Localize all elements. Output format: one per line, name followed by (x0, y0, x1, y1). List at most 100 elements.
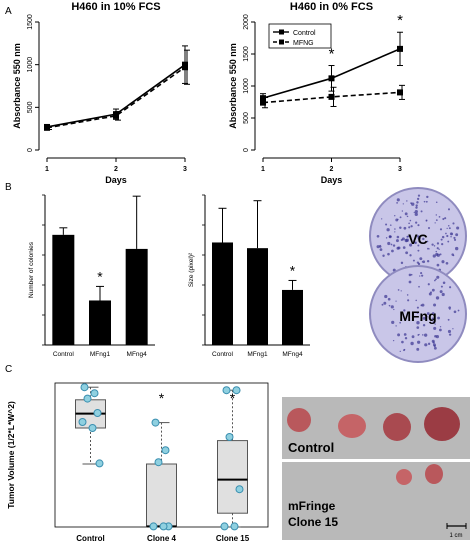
colony-dot (434, 323, 436, 325)
significance-marker: * (290, 262, 296, 278)
colony-dot (396, 246, 400, 250)
colony-dot (433, 321, 436, 324)
colony-dot (387, 297, 391, 301)
colony-dot (452, 254, 455, 257)
colony-dot (408, 226, 411, 229)
colony-dot (442, 281, 446, 284)
colony-dot (376, 234, 380, 238)
colony-dot (395, 239, 399, 243)
panel-letter-a: A (5, 6, 12, 17)
colony-dot (404, 336, 408, 340)
colony-dot (390, 305, 394, 309)
colony-dot (396, 202, 398, 204)
panel-letter-c: C (5, 364, 12, 375)
x-tick-label: 3 (183, 166, 187, 173)
tumor-photo-control: Control (282, 397, 470, 459)
chart-bar-colony-count: Number of colonies Control MFng1 * MFng4 (28, 194, 155, 358)
colony-dot (415, 221, 418, 224)
chart-box-tumor-volume: Tumor Volume (1/2*L*W^2) Control Clone 4 * C… (6, 382, 269, 543)
colony-dot (426, 260, 430, 263)
colony-dot (396, 198, 400, 202)
data-point (83, 394, 92, 403)
data-point (78, 418, 87, 426)
colony-dot (391, 249, 394, 253)
colony-dot (405, 238, 409, 242)
colony-dot (437, 316, 440, 320)
colony-dot (381, 218, 383, 220)
data-point (154, 458, 163, 467)
x-axis-label: Days (321, 175, 343, 185)
colony-dot (401, 340, 404, 344)
colony-dot (400, 261, 404, 265)
colony-dot (457, 309, 460, 312)
category-label: Control (212, 351, 234, 358)
colony-dot (431, 317, 435, 321)
colony-dot (401, 210, 404, 212)
colony-dot (427, 342, 431, 346)
colony-dot (452, 328, 454, 330)
colony-dot (421, 274, 424, 277)
colony-dot (435, 201, 438, 204)
tumor (383, 413, 411, 441)
significance-marker: * (397, 12, 403, 29)
colony-dot (439, 328, 442, 332)
tumor (287, 408, 311, 432)
colony-dot (413, 241, 416, 243)
colony-dot (393, 308, 395, 311)
colony-dot (422, 316, 426, 320)
colony-dot (436, 275, 440, 279)
colony-dot (388, 235, 392, 238)
colony-dot (390, 243, 393, 246)
colony-dot (447, 208, 451, 211)
colony-dot (392, 244, 396, 247)
colony-dot (439, 253, 442, 256)
category-label: MFng1 (247, 351, 268, 358)
colony-dot (423, 333, 428, 337)
colony-dot (433, 303, 437, 307)
data-point (80, 383, 89, 392)
colony-dot (389, 224, 392, 226)
colony-dot (416, 197, 420, 201)
colony-dot (403, 309, 406, 312)
x-tick-label: 2 (330, 166, 334, 173)
colony-dot (431, 243, 434, 246)
chart-bar-colony-size: Size (pixel)² Control MFng1 MFng4 * (188, 194, 310, 358)
colony-dot (402, 246, 406, 249)
bar-mfng1 (247, 248, 268, 345)
colony-dot (399, 350, 401, 353)
plate-mfng-label: MFng (399, 308, 436, 324)
colony-dot (417, 244, 420, 247)
data-point-mfng (328, 93, 335, 100)
colony-dot (391, 320, 395, 324)
category-label: Control (53, 351, 75, 358)
colony-dot (442, 217, 445, 221)
data-point-mfng (397, 89, 403, 96)
colony-dot (455, 246, 459, 251)
data-point (235, 485, 244, 494)
colony-dot (413, 211, 415, 214)
colony-dot (447, 329, 452, 334)
data-point-mfng (260, 99, 266, 106)
colony-dot (387, 252, 390, 256)
chart-title: H460 in 10% FCS (71, 1, 160, 13)
photo-clone15-label-2: Clone 15 (288, 515, 338, 529)
chart-line-0-fcs: H460 in 0% FCS 0 500 1000 1500 2000 1 2 3 Days Abs… (228, 1, 405, 185)
bar-mfng1 (89, 300, 111, 345)
colony-dot (432, 341, 435, 344)
colony-dot (415, 204, 418, 207)
colony-dot (396, 235, 400, 239)
colony-dot (425, 315, 428, 318)
tumor (338, 414, 366, 438)
colony-dot (441, 243, 444, 246)
colony-dot (436, 247, 439, 250)
colony-dot (403, 226, 407, 230)
legend-label: Control (293, 30, 316, 37)
data-point (151, 418, 160, 427)
colony-dot (417, 334, 420, 336)
x-tick-label: 1 (45, 166, 49, 173)
data-point (220, 522, 229, 531)
colony-dot (387, 241, 391, 246)
significance-marker: * (159, 390, 165, 406)
colony-dot (383, 301, 387, 305)
